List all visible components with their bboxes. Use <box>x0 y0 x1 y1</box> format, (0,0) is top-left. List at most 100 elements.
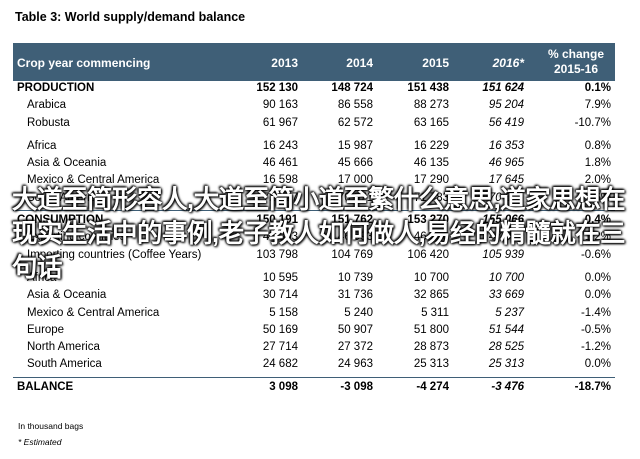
row-value: 46 461 <box>262 157 298 170</box>
row-value: 63 165 <box>413 116 449 129</box>
row-value: 5 311 <box>421 306 449 319</box>
row-label: BALANCE <box>17 380 74 393</box>
row-value: 5 158 <box>269 306 298 319</box>
table-row: BALANCE 3 098 -3 098 -4 274 -3 476 -18.7% <box>13 380 615 397</box>
header-col-2014: 2014 <box>346 56 373 70</box>
row-value: 30 714 <box>262 289 298 302</box>
row-value: -4 274 <box>416 380 449 393</box>
table-row: South America 24 682 24 963 25 313 25 313 0.0… <box>13 357 615 374</box>
row-value: 151 438 <box>407 82 449 94</box>
table-title: Table 3: World supply/demand balance <box>15 10 246 24</box>
row-label: CONSUMPTION <box>17 214 104 227</box>
row-value: 15 987 <box>337 139 373 152</box>
row-value: 33 669 <box>488 289 524 302</box>
row-value: 70 661 <box>488 191 524 204</box>
row-value: 25 313 <box>488 358 524 371</box>
row-change: -1.2% <box>580 341 611 354</box>
row-label: Asia & Oceania <box>27 157 107 170</box>
row-value: 148 724 <box>331 82 373 94</box>
row-value: 28 873 <box>413 341 449 354</box>
row-change: -18.7% <box>574 380 611 393</box>
row-label: North America <box>27 341 100 354</box>
row-change: 1.2% <box>584 231 611 244</box>
row-value: 10 700 <box>488 271 524 284</box>
row-value: 46 850 <box>413 231 449 244</box>
row-label: Arabica <box>27 99 66 112</box>
row-value: 32 865 <box>413 289 449 302</box>
row-value: 27 714 <box>262 341 298 354</box>
row-value: 155 066 <box>482 214 524 227</box>
row-value: 31 736 <box>337 289 373 302</box>
supply-demand-table: Crop year commencing 2013 2014 2015 2016… <box>13 43 615 397</box>
row-change: 7.9% <box>584 99 611 112</box>
table-row: Africa 10 595 10 739 10 700 10 700 0.0% <box>13 271 615 288</box>
row-value: 86 558 <box>337 99 373 112</box>
row-value: 72 827 <box>262 191 298 204</box>
table-row: Asia & Oceania 30 714 31 736 32 865 33 669 0.… <box>13 288 615 305</box>
row-value: -3 476 <box>491 380 524 393</box>
overlay-watermark-text: 大道至简形容人,大道至简小道至繁什么意思,道家思想在现实生活中的事例,老子教人如… <box>12 186 626 282</box>
row-label: Asia & Oceania <box>27 289 107 302</box>
row-change: -1.4% <box>580 306 611 319</box>
row-value: 50 169 <box>262 323 298 336</box>
row-value: 61 967 <box>262 116 298 129</box>
table-row: Mexico & Central America 16 598 17 000 17 2… <box>13 173 615 190</box>
table-row: Robusta 61 967 62 572 63 165 56 419 -10.7% <box>13 116 615 133</box>
row-value: 152 130 <box>256 82 298 94</box>
table-row: Mexico & Central America 5 158 5 240 5 311 5… <box>13 306 615 323</box>
row-label: Europe <box>27 323 65 336</box>
table-row: Africa 16 243 15 987 16 229 16 353 0.8% <box>13 139 615 156</box>
row-value: 50 907 <box>337 323 373 336</box>
row-change: -10.7% <box>574 116 611 129</box>
row-value: 46 135 <box>413 157 449 170</box>
row-value: 16 229 <box>413 139 449 152</box>
row-value: 5 240 <box>344 306 373 319</box>
row-value: 28 525 <box>488 341 524 354</box>
row-change: 2.0% <box>584 174 611 187</box>
row-value: 16 353 <box>488 139 524 152</box>
footnote-units: In thousand bags <box>18 421 84 431</box>
header-col-2015: 2015 <box>422 56 449 70</box>
row-value: 151 762 <box>331 214 373 227</box>
row-value: 16 243 <box>262 139 298 152</box>
table-row: Exporting countries 46 393 46 993 46 850 47 … <box>13 230 615 247</box>
row-value: 153 270 <box>407 214 449 227</box>
row-value: 24 682 <box>262 358 298 371</box>
row-change: 0.4% <box>584 214 611 227</box>
row-value: 5 237 <box>495 306 524 319</box>
row-change: 0.0% <box>584 271 611 284</box>
row-change: -0.6% <box>580 248 611 261</box>
table-row: PRODUCTION 152 130 148 724 151 438 151 624 0.… <box>13 81 615 98</box>
row-change: 0.0% <box>584 358 611 371</box>
row-value: 103 798 <box>256 248 298 261</box>
header-col-2016: 2016* <box>492 56 524 70</box>
row-value: 10 595 <box>262 271 298 284</box>
header-change-line2: 2015-16 <box>553 62 599 76</box>
row-value: 46 393 <box>262 231 298 244</box>
row-value: 27 372 <box>337 341 373 354</box>
row-value: 150 191 <box>256 214 298 227</box>
row-value: 88 273 <box>413 99 449 112</box>
row-label: South America <box>27 191 102 204</box>
table-body: PRODUCTION 152 130 148 724 151 438 151 624 0.… <box>13 81 615 397</box>
row-label: Mexico & Central America <box>27 306 160 319</box>
row-value: 90 163 <box>262 99 298 112</box>
row-value: 105 939 <box>482 248 524 261</box>
table-row: Importing countries (Coffee Years) 103 79… <box>13 248 615 265</box>
row-value: 51 544 <box>488 323 524 336</box>
row-change: 0.1% <box>584 82 611 94</box>
table-row: Arabica 90 163 86 558 88 273 95 204 7.9% <box>13 98 615 115</box>
row-label: Robusta <box>27 116 70 129</box>
row-value: 17 645 <box>488 174 524 187</box>
row-value: 71 783 <box>413 191 449 204</box>
row-value: 70 071 <box>337 191 373 204</box>
row-value: 17 000 <box>337 174 373 187</box>
row-value: 3 098 <box>269 380 298 393</box>
header-label: Crop year commencing <box>17 56 151 70</box>
row-label: Exporting countries <box>27 231 126 244</box>
row-label: Africa <box>27 139 57 152</box>
row-change: -1.6% <box>580 191 611 204</box>
row-label: Mexico & Central America <box>27 174 160 187</box>
row-value: 95 204 <box>488 99 524 112</box>
header-col-2013: 2013 <box>271 56 298 70</box>
